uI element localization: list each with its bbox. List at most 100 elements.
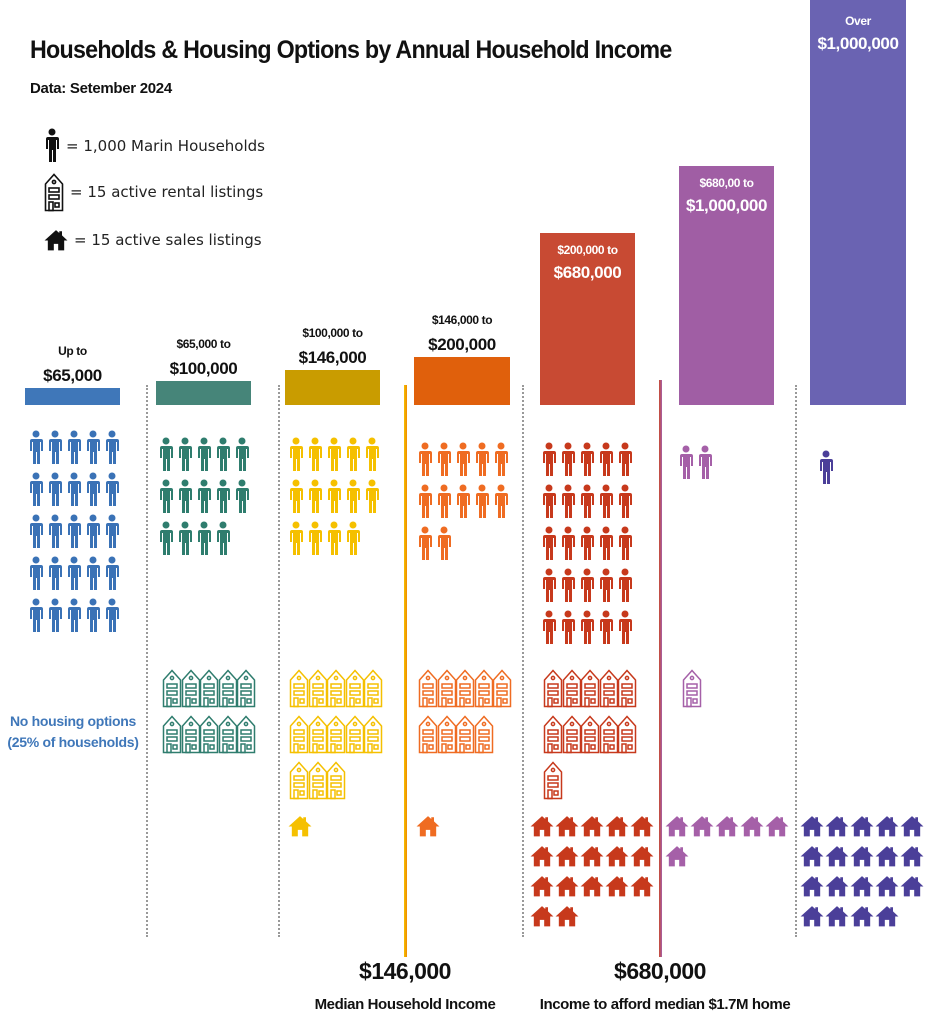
house-icon [825,815,849,842]
person-icon [579,610,595,651]
income-range-from: $200,000 to [557,243,618,257]
rental-building-icon [492,668,512,713]
person-icon [579,526,595,567]
person-icon [364,437,380,478]
income-bar [25,388,120,405]
house-icon [288,815,312,842]
rental-building-icon [199,714,219,759]
rental-building-icon [218,714,238,759]
person-icon [678,445,694,486]
rental-building-icon [543,760,563,805]
person-icon [326,479,342,520]
person-icon [560,568,576,609]
income-bar [679,166,774,405]
house-icon [850,815,874,842]
house-icon [580,875,604,902]
rental-building-icon [181,668,201,713]
afford-income-value: $680,000 [614,958,706,984]
afford-income-line [659,380,662,957]
rental-building-icon [682,668,702,713]
person-icon [28,556,44,597]
rental-building-icon [474,714,494,759]
person-icon [560,442,576,483]
house-icon [665,845,689,872]
person-icon [104,514,120,555]
person-icon [617,568,633,609]
house-icon [555,845,579,872]
rental-building-icon [562,668,582,713]
person-icon [215,437,231,478]
no-housing-note: No housing options (25% of households) [0,711,146,753]
house-icon [580,845,604,872]
rental-building-icon [162,714,182,759]
house-icon [530,905,554,932]
income-range-from: $680,00 to [699,176,754,190]
person-icon [28,598,44,639]
legend-sales: = 15 active sales listings [44,229,262,251]
no-housing-line2: (25% of households) [7,734,139,750]
person-icon [85,556,101,597]
person-icon [66,430,82,471]
house-icon [580,815,604,842]
person-icon [66,514,82,555]
person-icon [436,484,452,525]
rental-building-icon [289,760,309,805]
income-bar [414,357,510,405]
person-icon [288,437,304,478]
rental-building-icon [599,668,619,713]
rental-building-icon [437,714,457,759]
person-icon [307,521,323,562]
house-icon [825,875,849,902]
rental-building-icon [289,714,309,759]
person-icon [158,521,174,562]
person-icon [617,484,633,525]
income-range-to: $100,000 [169,359,238,378]
chart-subtitle: Data: Setember 2024 [30,80,172,97]
legend-households-label: = 1,000 Marin Households [66,137,265,155]
person-icon [697,445,713,486]
rental-building-icon [218,668,238,713]
income-range-from: Up to [58,344,87,358]
person-icon [436,442,452,483]
rental-building-icon [455,668,475,713]
person-icon [288,479,304,520]
person-icon [104,472,120,513]
person-icon [598,484,614,525]
person-icon [66,472,82,513]
person-icon [307,479,323,520]
rental-building-icon [345,714,365,759]
legend-rentals-label: = 15 active rental listings [70,183,264,201]
rental-building-icon [437,668,457,713]
income-range-to: $146,000 [298,348,367,367]
afford-income-label: Income to afford median $1.7M home [539,996,791,1013]
rental-building-icon [345,668,365,713]
person-icon [85,598,101,639]
income-range-to: $1,000,000 [685,196,768,215]
rental-building-icon [181,714,201,759]
person-icon [345,437,361,478]
person-icon [177,437,193,478]
house-icon [44,230,68,251]
person-icon [47,472,63,513]
income-bar [156,381,251,405]
person-icon [196,479,212,520]
house-icon [825,905,849,932]
person-icon [493,484,509,525]
person-icon [28,514,44,555]
rental-building-icon [543,668,563,713]
income-range-to: $65,000 [43,366,102,385]
person-icon [47,598,63,639]
person-icon [46,128,59,162]
person-icon [307,437,323,478]
person-icon [560,610,576,651]
person-icon [417,484,433,525]
house-icon [765,815,789,842]
legend-sales-label: = 15 active sales listings [74,231,262,249]
person-icon [177,521,193,562]
legend-rentals: = 15 active rental listings [44,172,263,212]
person-icon [326,437,342,478]
house-icon [740,815,764,842]
income-bar [540,233,635,405]
rental-building-icon [543,714,563,759]
person-icon [579,484,595,525]
